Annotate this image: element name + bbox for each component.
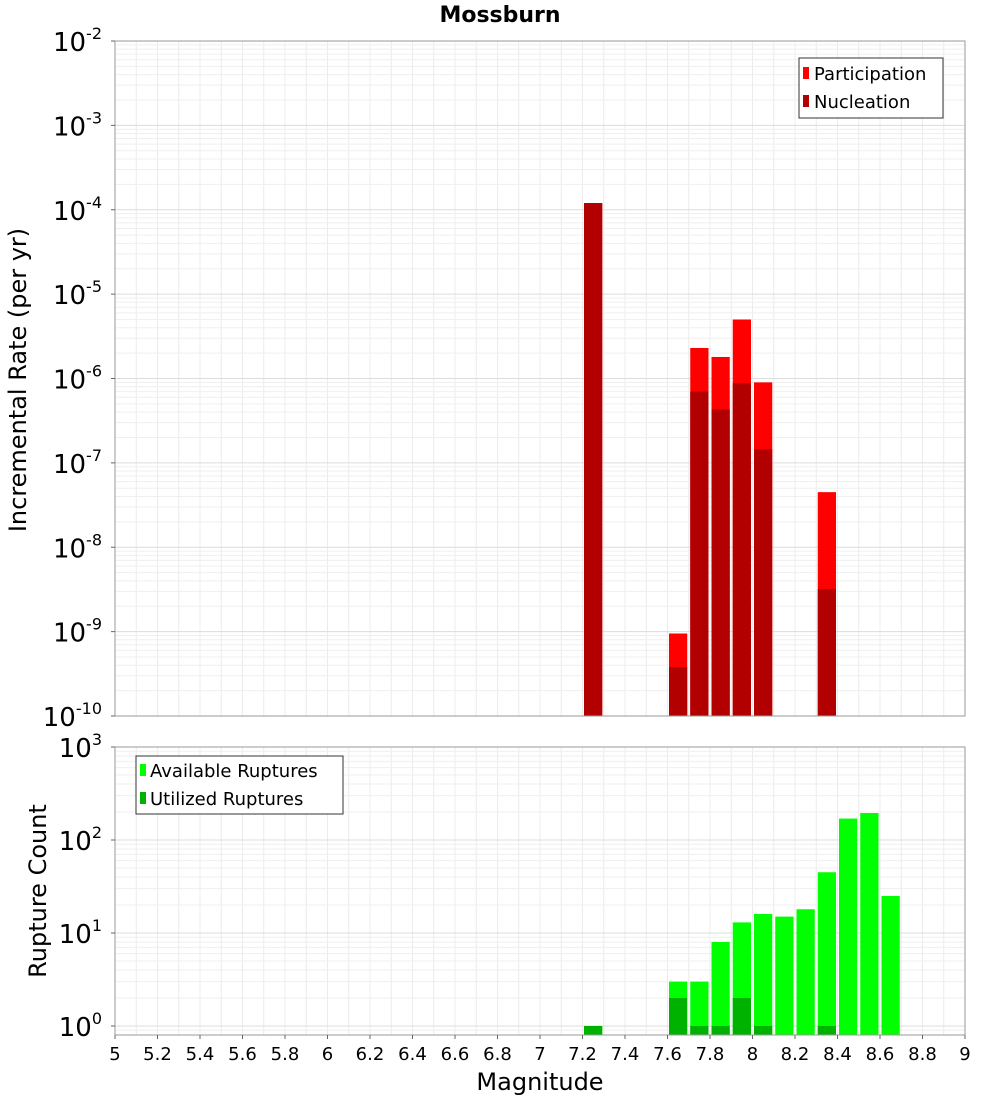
top-bars <box>584 203 836 716</box>
top-y-tick-label: 10-2 <box>53 24 102 58</box>
x-tick-label: 6 <box>322 1044 333 1065</box>
x-tick-label: 5.8 <box>271 1044 300 1065</box>
top-bar-nucleation <box>817 589 836 716</box>
x-tick-label: 7.6 <box>653 1044 682 1065</box>
x-tick-label: 5.2 <box>143 1044 172 1065</box>
bottom-bar-available-ruptures <box>881 895 900 1035</box>
x-tick-label: 8.2 <box>781 1044 810 1065</box>
legend-label-participation: Participation <box>814 64 926 85</box>
top-bar-nucleation <box>584 203 603 716</box>
top-legend-box <box>798 57 944 119</box>
bottom-bar-available-ruptures <box>754 914 773 1035</box>
bottom-x-ticks: 5 5.2 5.4 5.6 5.8 6 6.2 6.4 6.6 6.8 7 7.2 7.4 7.6 7.8 8… <box>109 1035 971 1065</box>
top-y-tick-label: 10-10 <box>43 699 102 733</box>
top-y-tick-label: 10-8 <box>53 530 102 564</box>
bottom-bar-utilized-ruptures <box>754 1025 773 1035</box>
bottom-y-axis-label: Rupture Count <box>24 804 52 978</box>
top-y-tick-label: 10-7 <box>53 446 102 480</box>
x-tick-label: 5.6 <box>228 1044 257 1065</box>
bottom-y-tick-label: 103 <box>59 730 102 764</box>
x-tick-label: 8 <box>747 1044 758 1065</box>
x-tick-label: 8.6 <box>866 1044 895 1065</box>
top-bar-nucleation <box>690 391 709 716</box>
bottom-y-ticks: 100 101 102 103 <box>59 730 115 1043</box>
x-tick-label: 7 <box>534 1044 545 1065</box>
bottom-bar-utilized-ruptures <box>711 1025 730 1035</box>
bottom-bar-utilized-ruptures <box>690 1025 709 1035</box>
bottom-bar-available-ruptures <box>839 818 858 1035</box>
top-y-tick-label: 10-3 <box>53 108 102 142</box>
bottom-bars <box>584 813 900 1035</box>
bottom-bar-utilized-ruptures <box>584 1025 603 1035</box>
bottom-bar-utilized-ruptures <box>732 997 751 1035</box>
x-tick-label: 6.8 <box>483 1044 512 1065</box>
bottom-bar-available-ruptures <box>690 981 709 1035</box>
top-bar-nucleation <box>732 383 751 716</box>
bottom-bar-available-ruptures <box>817 872 836 1035</box>
top-bar-nucleation <box>669 667 688 716</box>
bottom-y-tick-label: 102 <box>59 823 102 857</box>
bottom-legend-box <box>135 755 344 815</box>
x-tick-label: 6.4 <box>398 1044 427 1065</box>
legend-swatch-nucleation <box>803 95 809 107</box>
top-grid <box>114 40 966 717</box>
top-bar-nucleation <box>754 449 773 716</box>
x-tick-label: 6.6 <box>441 1044 470 1065</box>
top-y-tick-label: 10-6 <box>53 362 102 396</box>
x-tick-label: 7.8 <box>696 1044 725 1065</box>
legend-swatch-utilized <box>140 792 146 804</box>
legend-label-available: Available Ruptures <box>150 761 318 782</box>
chart-title: Mossburn <box>439 3 560 28</box>
x-tick-label: 5 <box>109 1044 120 1065</box>
top-y-axis-label: Incremental Rate (per yr) <box>4 228 32 532</box>
x-tick-label: 7.4 <box>611 1044 640 1065</box>
bottom-bar-utilized-ruptures <box>669 997 688 1035</box>
legend-label-utilized: Utilized Ruptures <box>150 789 303 810</box>
bottom-y-tick-label: 100 <box>59 1009 102 1043</box>
x-tick-label: 8.4 <box>823 1044 852 1065</box>
bottom-bar-utilized-ruptures <box>817 1025 836 1035</box>
top-y-tick-label: 10-9 <box>53 615 102 649</box>
x-tick-label: 9 <box>959 1044 970 1065</box>
top-y-tick-label: 10-5 <box>53 277 102 311</box>
bottom-y-tick-label: 101 <box>59 916 102 950</box>
bottom-bar-available-ruptures <box>860 813 879 1035</box>
bottom-bar-available-ruptures <box>775 916 794 1035</box>
bottom-bar-available-ruptures <box>711 942 730 1035</box>
legend-swatch-participation <box>803 67 809 79</box>
bottom-legend: Available Ruptures Utilized Ruptures <box>135 755 344 815</box>
legend-swatch-available <box>140 764 146 776</box>
x-tick-label: 8.8 <box>908 1044 937 1065</box>
x-tick-label: 7.2 <box>568 1044 597 1065</box>
x-tick-label: 5.4 <box>186 1044 215 1065</box>
top-legend: Participation Nucleation <box>798 57 944 119</box>
x-axis-label: Magnitude <box>476 1068 603 1096</box>
top-bar-nucleation <box>711 409 730 716</box>
top-y-ticks: 10-10 10-9 10-8 10-7 10-6 10-5 10-4 10-3 10-2 <box>43 24 115 733</box>
x-tick-label: 6.2 <box>356 1044 385 1065</box>
top-y-tick-label: 10-4 <box>53 193 102 227</box>
bottom-bar-available-ruptures <box>796 909 815 1035</box>
legend-label-nucleation: Nucleation <box>814 92 910 113</box>
